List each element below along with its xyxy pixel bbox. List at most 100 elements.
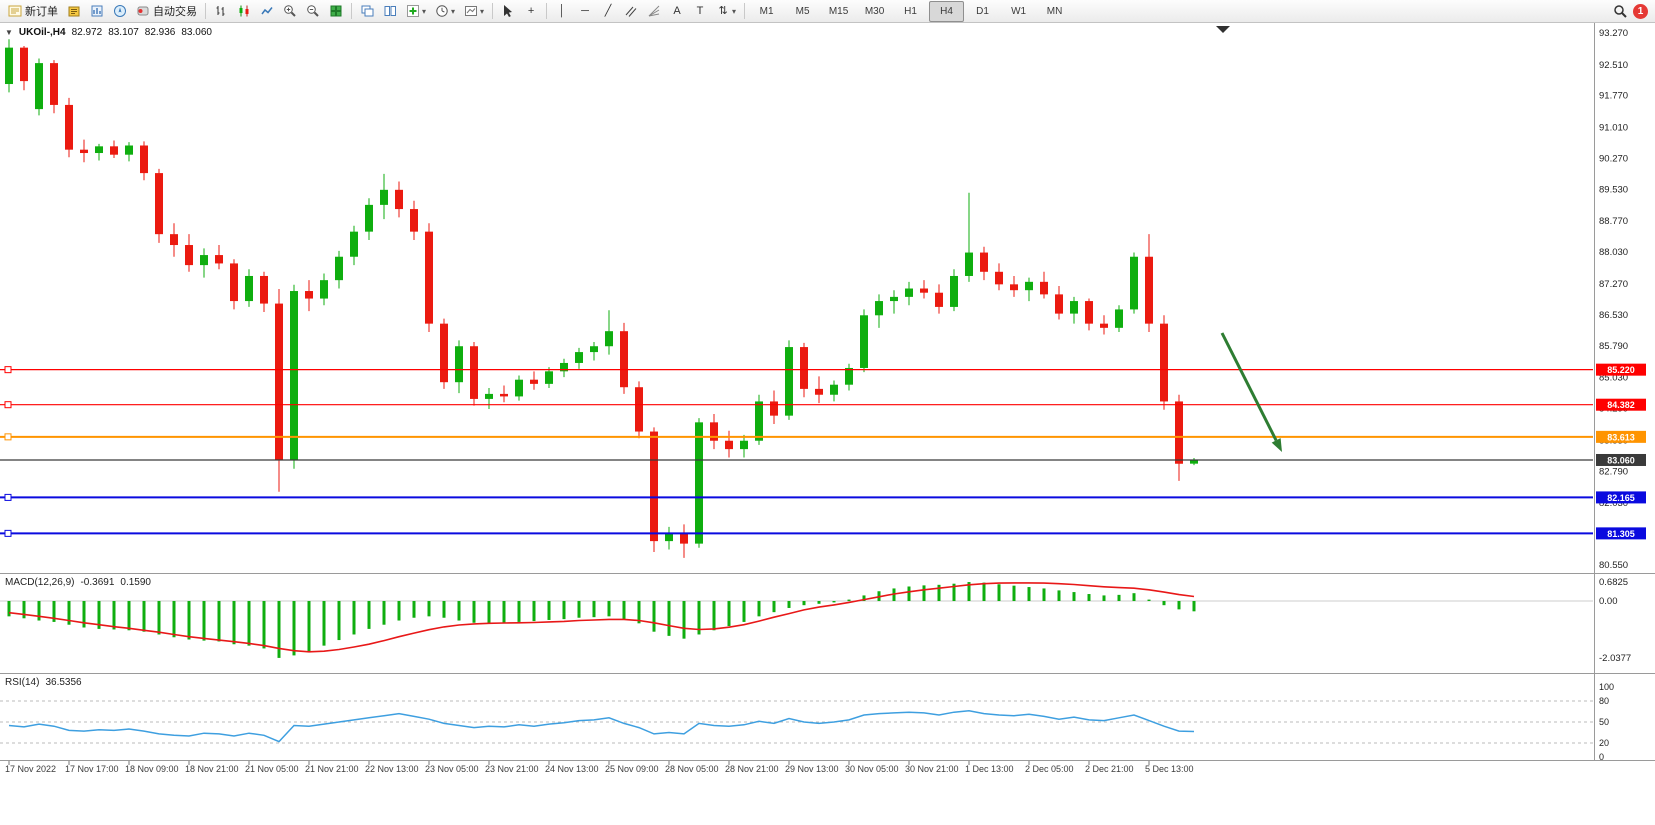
macd-axis-label: 0.6825 [1599, 577, 1628, 588]
candle-body [1160, 323, 1168, 402]
zoom-out-icon [306, 4, 320, 18]
rsi-axis-label: 100 [1599, 682, 1614, 692]
macd-signal-line [8, 582, 1195, 653]
candlestick-chart-button[interactable] [233, 1, 255, 22]
timeframe-mn-button[interactable]: MN [1046, 5, 1063, 17]
price-badge [1596, 527, 1646, 540]
tile-windows-button[interactable] [325, 1, 347, 22]
time-tick-label: 2 Dec 21:00 [1085, 764, 1134, 774]
autotrading-button[interactable]: 自动交易 [132, 1, 201, 22]
candle-body [1115, 309, 1123, 328]
zoom-in-button[interactable] [279, 1, 301, 22]
arrow-annotation-shaft[interactable] [1220, 332, 1278, 442]
channel-tool-button[interactable] [620, 1, 642, 22]
toolbar-separator [492, 3, 494, 19]
periods-button[interactable]: ▾ [431, 1, 459, 22]
time-tick-label: 2 Dec 05:00 [1025, 764, 1074, 774]
price-badge [1596, 430, 1646, 443]
candle-body [890, 296, 898, 302]
timeframe-m30-button[interactable]: M30 [864, 5, 885, 17]
price-tick-label: 89.530 [1599, 184, 1628, 195]
high-value: 83.107 [108, 27, 139, 38]
candle-body [545, 371, 553, 384]
trendline-tool-button[interactable]: ╱ [597, 1, 619, 22]
candle-body [590, 346, 598, 353]
candle-body [290, 291, 298, 461]
chart-shift-marker[interactable] [1216, 26, 1230, 33]
candle-body [620, 331, 628, 388]
arrow-annotation-head[interactable] [1271, 438, 1282, 452]
rsi-line [8, 710, 1195, 743]
candle-body [1130, 256, 1138, 310]
candle-body [710, 422, 718, 441]
data-window-icon [90, 4, 104, 18]
candle-body [1190, 459, 1198, 464]
arrows-tool-button[interactable]: ⇅ ▾ [712, 1, 740, 22]
search-button[interactable] [1609, 1, 1632, 22]
timeframe-m5-button[interactable]: M5 [795, 5, 810, 17]
toolbar-separator [546, 3, 548, 19]
timeframe-h1-button[interactable]: H1 [904, 5, 917, 17]
price-line-handle[interactable] [4, 493, 12, 501]
line-chart-button[interactable] [256, 1, 278, 22]
candle-body [650, 431, 658, 542]
timeframe-w1-button[interactable]: W1 [1011, 5, 1027, 17]
tile-vertical-icon [383, 4, 397, 18]
market-watch-button[interactable] [63, 1, 85, 22]
rsi-indicator-label: RSI(14) 36.5356 [5, 677, 82, 688]
templates-button[interactable]: ▾ [460, 1, 488, 22]
tile-vertical-button[interactable] [379, 1, 401, 22]
price-badge-label: 83.613 [1607, 432, 1635, 442]
candle-body [815, 388, 823, 395]
time-tick-label: 30 Nov 05:00 [845, 764, 899, 774]
indicators-button[interactable]: ▾ [402, 1, 430, 22]
macd-axis-label: -2.0377 [1599, 653, 1631, 664]
timeframe-d1-button[interactable]: D1 [976, 5, 989, 17]
autotrading-icon [136, 4, 150, 18]
candle-body [1070, 301, 1078, 314]
notifications-badge[interactable]: 1 [1633, 3, 1648, 19]
price-badge-label: 82.165 [1607, 493, 1635, 503]
new-order-button[interactable]: 新订单 [4, 1, 62, 22]
price-line-handle[interactable] [4, 366, 12, 374]
arrows-tool-icon: ⇅ [718, 5, 728, 17]
clock-icon [435, 4, 449, 18]
horizontal-line-tool-button[interactable]: ─ [574, 1, 596, 22]
text-tool-button[interactable]: A [666, 1, 688, 22]
data-window-button[interactable] [86, 1, 108, 22]
price-tick-label: 90.270 [1599, 153, 1628, 164]
candle-body [920, 288, 928, 293]
cursor-button[interactable] [497, 1, 519, 22]
price-line-handle[interactable] [4, 401, 12, 409]
time-tick-label: 28 Nov 21:00 [725, 764, 779, 774]
time-tick-label: 25 Nov 09:00 [605, 764, 659, 774]
crosshair-button[interactable]: + [520, 1, 542, 22]
vertical-line-tool-button[interactable]: │ [551, 1, 573, 22]
timeframe-m1-button[interactable]: M1 [759, 5, 774, 17]
one-click-trading-arrow-icon[interactable]: ▼ [5, 28, 13, 37]
timeframe-h4-button[interactable]: H4 [929, 0, 965, 22]
time-tick-label: 21 Nov 21:00 [305, 764, 359, 774]
chevron-down-icon: ▾ [451, 6, 456, 16]
zoom-out-button[interactable] [302, 1, 324, 22]
label-tool-button[interactable]: T [689, 1, 711, 22]
cascade-windows-button[interactable] [356, 1, 378, 22]
candle-body [35, 63, 43, 110]
time-tick-label: 24 Nov 13:00 [545, 764, 599, 774]
toolbar-separator [205, 3, 206, 19]
bar-chart-button[interactable] [210, 1, 232, 22]
toolbar-separator [744, 3, 746, 19]
toolbar-separator [351, 3, 352, 19]
price-line-handle[interactable] [4, 433, 12, 441]
price-line-handle[interactable] [4, 529, 12, 537]
fibonacci-tool-button[interactable] [643, 1, 665, 22]
candle-body [50, 63, 58, 105]
rsi-axis-label: 20 [1599, 738, 1609, 748]
candle-body [95, 146, 103, 154]
timeframe-m15-button[interactable]: M15 [828, 5, 849, 17]
candle-body [875, 301, 883, 316]
candle-body [380, 189, 388, 205]
navigator-button[interactable] [109, 1, 131, 22]
